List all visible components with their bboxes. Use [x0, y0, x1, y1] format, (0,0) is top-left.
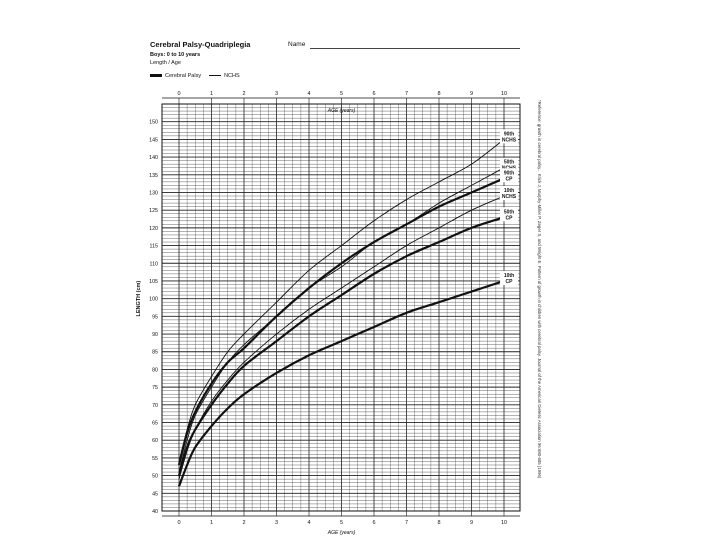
- x-tick-label-top: 2: [242, 91, 245, 97]
- y-tick-label: 135: [149, 173, 158, 179]
- series-line-10th-cp: [177, 279, 505, 487]
- x-tick-label-bottom: 8: [437, 520, 440, 526]
- legend-thin-swatch: [209, 75, 222, 77]
- series-line-90th-nchs: [178, 139, 505, 462]
- x-tick-label-top: 8: [437, 91, 440, 97]
- curve-label-50th-cp: 50th: [504, 209, 514, 215]
- y-tick-label: 120: [149, 226, 158, 232]
- x-tick-label-bottom: 4: [307, 520, 310, 526]
- x-tick-label-bottom: 2: [242, 520, 245, 526]
- x-tick-label-bottom: 3: [275, 520, 278, 526]
- y-tick-label: 80: [152, 367, 158, 373]
- x-tick-label-top: 3: [275, 91, 278, 97]
- y-tick-label: 60: [152, 438, 158, 444]
- x-axis-title-top: AGE (years): [327, 108, 356, 114]
- y-tick-label: 95: [152, 314, 158, 320]
- y-tick-label: 40: [152, 509, 158, 515]
- curve-label-bg-90th-cp: [500, 168, 518, 183]
- y-tick-label: 125: [149, 208, 158, 214]
- x-tick-label-top: 7: [405, 91, 408, 97]
- x-axis-title-bottom: AGE (years): [327, 530, 356, 536]
- x-tick-label-bottom: 1: [210, 520, 213, 526]
- curve-label-bg-50th-nchs: [500, 157, 518, 172]
- curve-label-10th-cp: CP: [506, 279, 514, 285]
- y-tick-label: 130: [149, 190, 158, 196]
- name-label: Name: [288, 41, 306, 48]
- x-tick-label-bottom: 5: [340, 520, 343, 526]
- curve-labels: 90thNCHS50thNCHS90thCP10thNCHS50thCP10th…: [500, 129, 518, 285]
- legend-nchs-label: NCHS: [224, 73, 240, 79]
- y-tick-label: 105: [149, 279, 158, 285]
- x-tick-label-bottom: 10: [501, 520, 507, 526]
- curve-label-10th-nchs: 10th: [504, 188, 514, 194]
- x-tick-label-top: 10: [501, 91, 507, 97]
- y-tick-label: 100: [149, 297, 158, 303]
- curve-label-bg-10th-cp: [500, 270, 518, 285]
- x-tick-label-top: 1: [210, 91, 213, 97]
- x-tick-label-bottom: 9: [470, 520, 473, 526]
- y-tick-label: 65: [152, 421, 158, 427]
- curve-label-50th-nchs: 50th: [504, 160, 514, 166]
- chart-header: Cerebral Palsy-Quadriplegia Name Boys: 0…: [150, 40, 530, 90]
- series-line-50th-cp: [177, 216, 505, 476]
- curve-label-bg-90th-nchs: [500, 129, 518, 144]
- y-axis-title: LENGTH (cm): [136, 281, 142, 317]
- x-tick-label-bottom: 7: [405, 520, 408, 526]
- y-tick-label: 140: [149, 155, 158, 161]
- x-tick-label-top: 9: [470, 91, 473, 97]
- chart-subtitle: Boys: 0 to 10 years: [150, 52, 201, 58]
- legend-thick-swatch: [150, 74, 162, 78]
- series-line-90th-cp: [177, 177, 505, 466]
- curve-label-10th-nchs: NCHS: [502, 194, 517, 200]
- name-field-line: [310, 48, 520, 49]
- grid: [162, 103, 520, 512]
- curve-label-bg-10th-nchs: [500, 186, 518, 201]
- series-group: [177, 139, 505, 487]
- curve-label-90th-nchs: 90th: [504, 131, 514, 137]
- y-tick-label: 110: [150, 261, 158, 267]
- x-tick-label-bottom: 6: [372, 520, 375, 526]
- y-tick-label: 75: [152, 385, 158, 391]
- curve-label-50th-cp: CP: [506, 215, 514, 221]
- legend: Cerebral Palsy NCHS: [150, 73, 240, 79]
- x-tick-label-top: 5: [340, 91, 343, 97]
- chart-measure: Length / Age: [150, 60, 181, 66]
- chart-title: Cerebral Palsy-Quadriplegia: [150, 40, 251, 49]
- y-tick-label: 115: [150, 244, 158, 250]
- y-tick-label: 55: [152, 456, 158, 462]
- x-tick-label-top: 4: [307, 91, 310, 97]
- y-tick-label: 150: [149, 120, 158, 126]
- curve-label-10th-cp: 10th: [504, 273, 514, 279]
- y-tick-label: 70: [152, 403, 158, 409]
- y-tick-label: 145: [149, 137, 158, 143]
- x-tick-label-top: 6: [372, 91, 375, 97]
- legend-cp-label: Cerebral Palsy: [165, 73, 202, 79]
- plot-frame: [161, 103, 521, 512]
- curve-label-90th-nchs: NCHS: [502, 137, 517, 143]
- x-tick-label-bottom: 0: [177, 520, 180, 526]
- curve-label-90th-cp: CP: [506, 176, 514, 182]
- y-tick-label: 45: [152, 491, 158, 497]
- curve-label-bg-50th-cp: [500, 207, 518, 222]
- y-tick-label: 90: [152, 332, 158, 338]
- y-tick-label: 85: [152, 350, 158, 356]
- x-tick-label-top: 0: [177, 91, 180, 97]
- y-tick-label: 50: [152, 474, 158, 480]
- curve-label-90th-cp: 90th: [504, 170, 514, 176]
